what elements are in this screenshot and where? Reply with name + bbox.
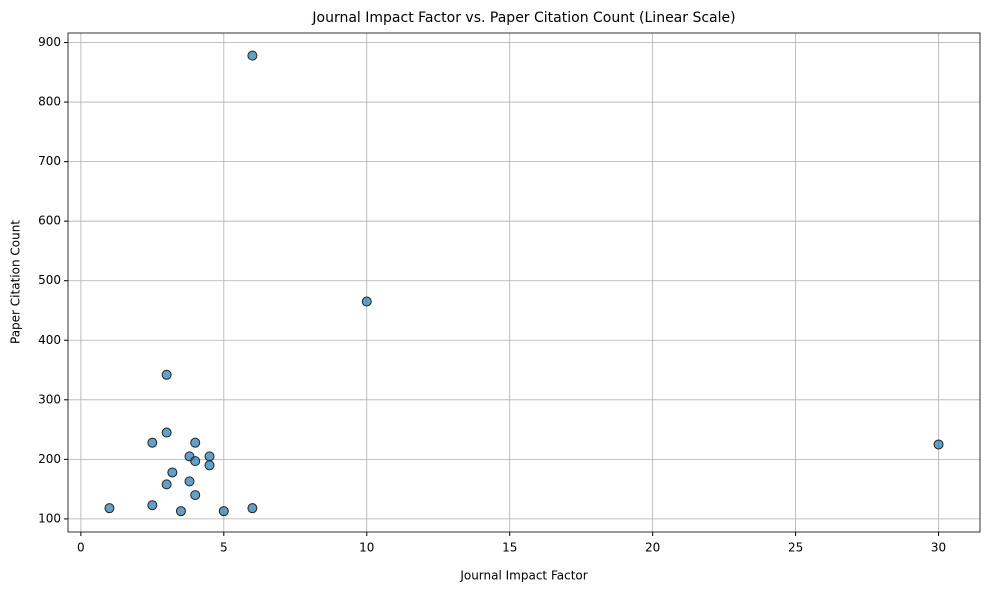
point xyxy=(175,506,186,517)
y-tick-label: 900 xyxy=(38,35,61,49)
point xyxy=(204,460,215,471)
x-tick-label: 10 xyxy=(359,541,374,555)
y-tick-label: 400 xyxy=(38,333,61,347)
chart-title: Journal Impact Factor vs. Paper Citation… xyxy=(311,10,735,26)
point xyxy=(247,50,258,61)
point xyxy=(161,369,172,380)
point xyxy=(104,503,115,514)
point xyxy=(218,506,229,517)
x-tick-label: 5 xyxy=(220,541,228,555)
x-axis-label: Journal Impact Factor xyxy=(459,569,587,583)
plot-frame xyxy=(67,32,981,533)
x-tick-label: 25 xyxy=(788,541,803,555)
point xyxy=(204,451,215,462)
point xyxy=(184,476,195,487)
y-tick-label: 800 xyxy=(38,95,61,109)
point xyxy=(147,437,158,448)
point xyxy=(161,479,172,490)
point xyxy=(190,490,201,501)
x-tick-label: 15 xyxy=(502,541,517,555)
y-tick-label: 600 xyxy=(38,214,61,228)
x-tick-label: 0 xyxy=(77,541,85,555)
point xyxy=(361,296,372,307)
y-axis-label: Paper Citation Count xyxy=(9,220,23,344)
point xyxy=(247,503,258,514)
y-tick-label: 200 xyxy=(38,452,61,466)
point xyxy=(161,427,172,438)
point xyxy=(933,439,944,450)
x-tick-label: 20 xyxy=(645,541,660,555)
point xyxy=(167,467,178,478)
y-tick-label: 300 xyxy=(38,392,61,406)
point xyxy=(147,500,158,511)
x-tick-label: 30 xyxy=(931,541,946,555)
point xyxy=(190,456,201,467)
point xyxy=(190,437,201,448)
y-tick-label: 700 xyxy=(38,154,61,168)
y-tick-label: 500 xyxy=(38,273,61,287)
y-tick-label: 100 xyxy=(38,511,61,525)
